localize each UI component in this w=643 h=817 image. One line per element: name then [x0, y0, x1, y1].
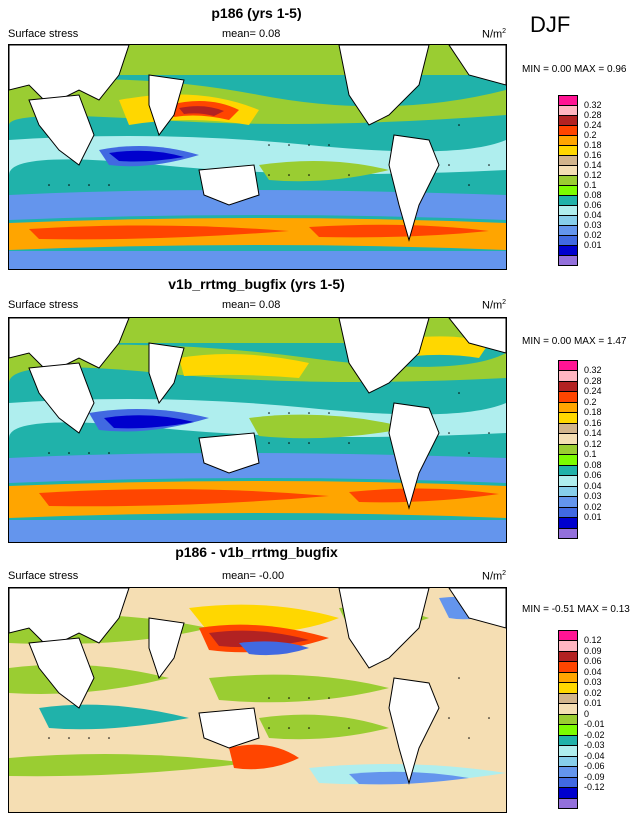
panel-3-units: N/m2 — [482, 570, 507, 583]
colorbar-label: 0.16 — [584, 417, 602, 428]
colorbar-label: 0.32 — [584, 100, 602, 110]
colorbar-label: 0.02 — [584, 687, 602, 698]
colorbar-label: 0.03 — [584, 491, 602, 502]
panel-2-minmax: MIN = 0.00 MAX = 1.47 — [522, 336, 627, 347]
panel-2-mean: mean= 0.08 — [222, 299, 281, 311]
colorbar-swatch — [558, 797, 578, 809]
colorbar-label: 0.01 — [584, 512, 602, 523]
colorbar-label: 0.01 — [584, 698, 602, 709]
colorbar-label: 0.06 — [584, 200, 602, 210]
colorbar-label: 0.1 — [584, 180, 597, 190]
colorbar-label: 0.18 — [584, 407, 602, 418]
panel-3-mean: mean= -0.00 — [222, 570, 285, 582]
colorbar-label: 0.06 — [584, 656, 602, 667]
colorbar-label: 0.04 — [584, 666, 602, 677]
panel-2-units: N/m2 — [482, 299, 507, 312]
colorbar-label: 0.28 — [584, 375, 602, 386]
colorbar-label: 0.32 — [584, 365, 602, 376]
panel-1-units: N/m2 — [482, 28, 507, 41]
colorbar-label: 0.02 — [584, 501, 602, 512]
panel-3-minmax: MIN = -0.51 MAX = 0.13 — [522, 604, 630, 615]
colorbar-label: 0.01 — [584, 240, 602, 250]
season-label: DJF — [530, 12, 571, 37]
colorbar-label: 0.02 — [584, 230, 602, 240]
colorbar-label: 0.14 — [584, 160, 602, 170]
panel-2-variable: Surface stress — [8, 299, 79, 311]
colorbar-label: 0.09 — [584, 645, 602, 656]
colorbar-label: 0 — [584, 708, 590, 719]
colorbar-label: 0.03 — [584, 220, 602, 230]
panel-3-title: p186 - v1b_rrtmg_bugfix — [175, 544, 338, 560]
colorbar-label: 0.1 — [584, 449, 597, 460]
colorbar-label: 0.06 — [584, 470, 602, 481]
colorbar-label: -0.03 — [584, 740, 605, 751]
colorbar-label: -0.12 — [584, 782, 605, 793]
panel-3-map — [8, 587, 507, 813]
panel-1-colorbar: 0.32 0.28 0.24 0.2 0.18 0.16 0.14 0.12 0.1 0.08 0.… — [558, 95, 618, 266]
colorbar-label: 0.04 — [584, 480, 602, 491]
colorbar-label: -0.02 — [584, 729, 605, 740]
panel-1-minmax: MIN = 0.00 MAX = 0.96 — [522, 64, 627, 75]
colorbar-swatch — [558, 527, 578, 539]
colorbar-label: 0.14 — [584, 428, 602, 439]
panel-1-map — [8, 44, 507, 270]
colorbar-label: 0.12 — [584, 635, 602, 646]
panel-1-variable: Surface stress — [8, 28, 79, 40]
colorbar-label: -0.04 — [584, 750, 605, 761]
colorbar-label: 0.2 — [584, 396, 597, 407]
colorbar-label: 0.18 — [584, 140, 602, 150]
panel-2-map — [8, 317, 507, 543]
colorbar-label: -0.06 — [584, 761, 605, 772]
panel-2-colorbar: 0.32 0.28 0.24 0.2 0.18 0.16 0.14 0.12 0.1 0.08 0.… — [558, 360, 618, 539]
panel-2-title: v1b_rrtmg_bugfix (yrs 1-5) — [168, 276, 345, 292]
colorbar-label: 0.12 — [584, 438, 602, 449]
colorbar-label: 0.04 — [584, 210, 602, 220]
colorbar-label: 0.2 — [584, 130, 597, 140]
panel-3-colorbar: 0.12 0.09 0.06 0.04 0.03 0.02 0.01 0 -0.01 -0.02-… — [558, 630, 618, 809]
colorbar-label: -0.01 — [584, 719, 605, 730]
colorbar-swatch — [558, 255, 578, 266]
colorbar-label: -0.09 — [584, 771, 605, 782]
colorbar-label: 0.28 — [584, 110, 602, 120]
colorbar-label: 0.08 — [584, 190, 602, 200]
colorbar-label: 0.16 — [584, 150, 602, 160]
colorbar-label: 0.24 — [584, 386, 602, 397]
colorbar-label: 0.08 — [584, 459, 602, 470]
panel-3-variable: Surface stress — [8, 570, 79, 582]
panel-1-mean: mean= 0.08 — [222, 28, 281, 40]
colorbar-label: 0.03 — [584, 677, 602, 688]
panel-1-title: p186 (yrs 1-5) — [211, 5, 302, 21]
colorbar-label: 0.24 — [584, 120, 602, 130]
colorbar-label: 0.12 — [584, 170, 602, 180]
